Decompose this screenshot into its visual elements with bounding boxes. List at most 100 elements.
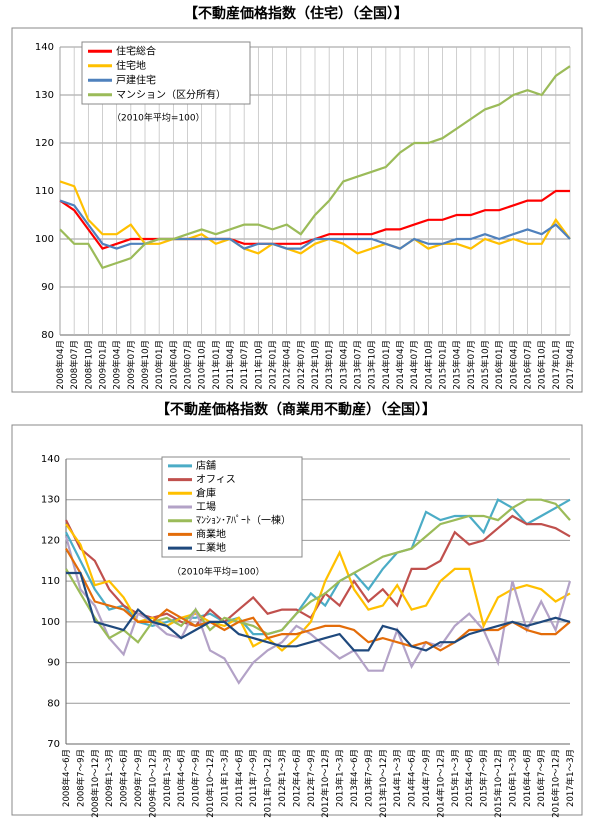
x-tick-label: 2013年04月 — [338, 340, 349, 389]
y-tick-label: 110 — [35, 186, 54, 197]
x-tick-label: 2009年01月 — [98, 340, 109, 389]
chart-title: 【不動産価格指数（商業用不動産）（全国）】 — [156, 401, 436, 418]
annotation: （2010年平均=100） — [112, 112, 205, 124]
x-tick-label: 2016年04月 — [508, 340, 519, 389]
x-tick-label: 2008年04月 — [55, 340, 66, 389]
x-tick-label: 2013年01月 — [324, 340, 335, 389]
x-tick-label: 2010年7～9月 — [191, 749, 202, 807]
x-tick-label: 2012年1～3月 — [277, 749, 288, 807]
legend-label: 店舗 — [196, 459, 216, 472]
legend-label: 倉庫 — [196, 486, 216, 499]
x-tick-label: 2016年07月 — [523, 340, 534, 389]
x-tick-label: 2014年07月 — [409, 340, 420, 389]
x-tick-label: 2011年10～12月 — [263, 749, 274, 818]
x-tick-label: 2013年7～9月 — [363, 749, 374, 807]
x-tick-label: 2009年10～12月 — [147, 749, 158, 818]
x-tick-label: 2009年1～3月 — [104, 749, 115, 807]
x-tick-label: 2016年7～9月 — [536, 749, 547, 807]
x-tick-label: 2013年4～6月 — [349, 749, 360, 807]
x-tick-label: 2015年10月 — [480, 340, 491, 389]
x-tick-label: 2015年01月 — [438, 340, 449, 389]
x-tick-label: 2014年7～9月 — [421, 749, 432, 807]
x-tick-label: 2012年4～6月 — [291, 749, 302, 807]
y-tick-label: 80 — [41, 330, 54, 341]
x-tick-label: 2010年1～3月 — [162, 749, 173, 807]
legend-label: 商業地 — [196, 527, 226, 540]
x-tick-label: 2009年10月 — [140, 340, 151, 389]
y-tick-label: 140 — [35, 42, 54, 53]
legend-label: 工業地 — [196, 541, 226, 554]
x-tick-label: 2013年1～3月 — [335, 749, 346, 807]
data-line — [65, 514, 571, 628]
x-tick-label: 2010年10～12月 — [205, 749, 216, 818]
y-tick-label: 130 — [35, 90, 54, 101]
x-tick-label: 2010年04月 — [168, 340, 179, 389]
x-tick-label: 2014年10月 — [423, 340, 434, 389]
x-tick-label: 2012年10～12月 — [320, 749, 331, 818]
x-tick-label: 2012年01月 — [268, 340, 279, 389]
x-tick-label: 2012年7～9月 — [306, 749, 317, 807]
x-tick-label: 2011年04月 — [225, 340, 236, 389]
y-tick-label: 110 — [41, 576, 60, 587]
x-tick-label: 2012年07月 — [296, 340, 307, 389]
data-line — [66, 571, 571, 652]
x-tick-label: 2010年4～6月 — [176, 749, 187, 807]
x-tick-label: 2013年10月 — [367, 340, 378, 389]
y-tick-label: 90 — [41, 282, 54, 293]
x-tick-label: 2011年01月 — [211, 340, 222, 389]
legend-label: 住宅地 — [116, 59, 146, 72]
x-tick-label: 2009年07月 — [126, 340, 137, 389]
annotation: （2010年平均=100） — [172, 566, 265, 578]
x-tick-label: 2008年10月 — [83, 340, 94, 389]
x-tick-label: 2012年10月 — [310, 340, 321, 389]
y-tick-label: 100 — [35, 234, 54, 245]
x-tick-label: 2014年4～6月 — [407, 749, 418, 807]
data-line — [59, 65, 571, 270]
data-line — [65, 498, 571, 644]
x-tick-label: 2017年01月 — [551, 340, 562, 389]
x-tick-label: 2009年04月 — [112, 340, 123, 389]
x-tick-label: 2009年7～9月 — [133, 749, 144, 807]
x-tick-label: 2008年4～6月 — [61, 749, 72, 807]
legend-label: 工場 — [196, 500, 216, 513]
chart-title: 【不動産価格指数（住宅）（全国）】 — [184, 5, 408, 22]
y-tick-label: 70 — [47, 739, 60, 750]
x-tick-label: 2011年07月 — [239, 340, 250, 389]
y-tick-label: 120 — [35, 138, 54, 149]
x-tick-label: 2016年10～12月 — [551, 749, 562, 818]
x-tick-label: 2011年1～3月 — [219, 749, 230, 807]
legend-label: マンション（区分所有） — [116, 88, 226, 101]
x-tick-label: 2017年1～3月 — [565, 749, 576, 807]
x-tick-label: 2015年10～12月 — [493, 749, 504, 818]
x-tick-label: 2015年7～9月 — [479, 749, 490, 807]
x-tick-label: 2012年04月 — [282, 340, 293, 389]
x-tick-label: 2010年01月 — [154, 340, 165, 389]
x-tick-label: 2008年7～9月 — [75, 749, 86, 807]
x-tick-label: 2008年10～12月 — [90, 749, 101, 818]
x-tick-label: 2014年01月 — [381, 340, 392, 389]
x-tick-label: 2009年4～6月 — [119, 749, 130, 807]
y-tick-label: 90 — [47, 658, 60, 669]
x-tick-label: 2015年04月 — [452, 340, 463, 389]
x-tick-label: 2015年1～3月 — [450, 749, 461, 807]
x-tick-label: 2008年07月 — [69, 340, 80, 389]
x-tick-label: 2014年04月 — [395, 340, 406, 389]
y-tick-label: 120 — [41, 535, 60, 546]
x-tick-label: 2014年10～12月 — [435, 749, 446, 818]
legend-label: 住宅総合 — [116, 44, 156, 57]
y-tick-label: 100 — [41, 617, 60, 628]
x-tick-label: 2017年04月 — [565, 340, 576, 389]
x-tick-label: 2011年7～9月 — [248, 749, 259, 807]
legend-label: 戸建住宅 — [116, 73, 156, 86]
x-tick-label: 2010年07月 — [183, 340, 194, 389]
x-tick-label: 2014年1～3月 — [392, 749, 403, 807]
x-tick-label: 2016年1～3月 — [507, 749, 518, 807]
x-tick-label: 2015年4～6月 — [464, 749, 475, 807]
x-tick-label: 2013年10～12月 — [378, 749, 389, 818]
x-tick-label: 2011年10月 — [253, 340, 264, 389]
x-tick-label: 2016年4～6月 — [522, 749, 533, 807]
y-tick-label: 80 — [47, 698, 60, 709]
x-tick-label: 2016年01月 — [494, 340, 505, 389]
y-tick-label: 140 — [41, 454, 60, 465]
